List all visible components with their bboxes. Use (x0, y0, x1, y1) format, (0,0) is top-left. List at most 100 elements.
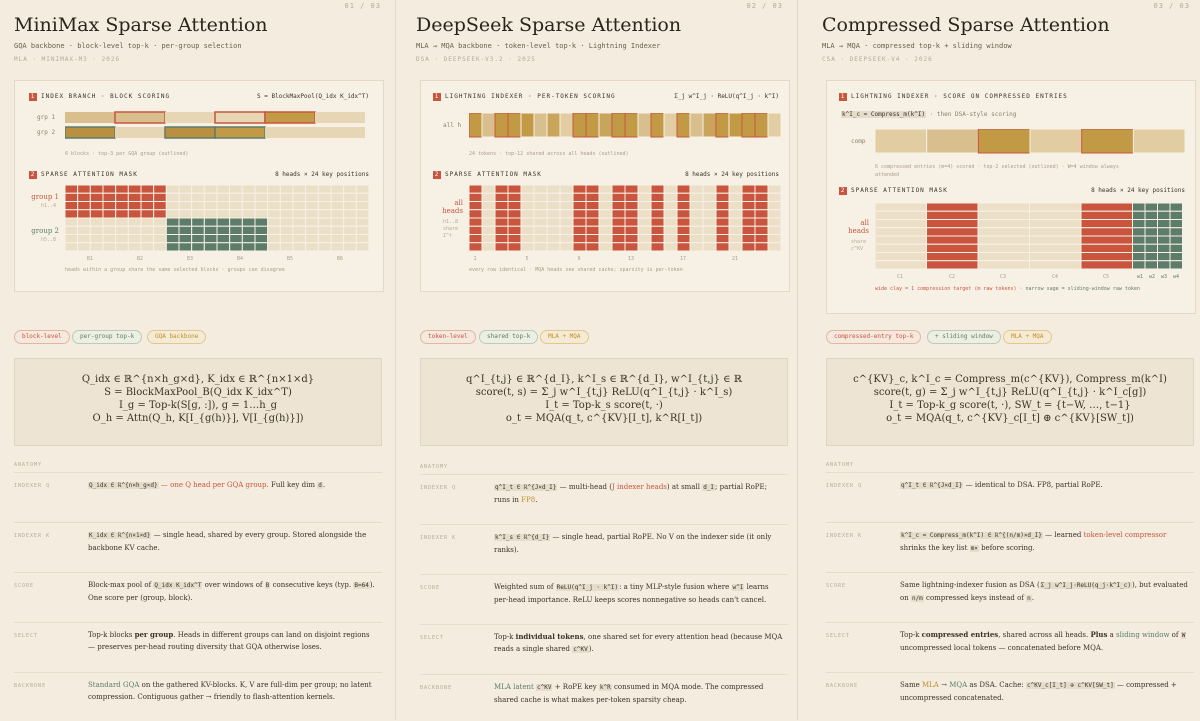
mask-cell (229, 234, 243, 244)
mask-cell (611, 113, 626, 138)
tag-compressed-topk: compressed-entry top-k (826, 330, 922, 344)
mask-cell (650, 113, 665, 138)
mask-cell (165, 185, 180, 194)
tick: 9 (577, 256, 580, 262)
mask-cell (767, 192, 781, 202)
mask-cell (494, 113, 509, 138)
mask-cell (153, 225, 167, 235)
mask-cell (305, 234, 319, 244)
mask-cell (178, 185, 193, 194)
mask-cell (663, 209, 678, 219)
formula-line: c^{KV}_c, k^I_c = Compress_m(c^{KV}), Co… (853, 374, 1167, 385)
mask-cell (229, 242, 243, 251)
mask-cell (520, 225, 535, 235)
mask-cell (1132, 227, 1146, 237)
mask-cell (1132, 260, 1146, 269)
mask-cell (279, 225, 294, 235)
mask-cell (254, 209, 269, 219)
mask-cell (1132, 210, 1146, 220)
tag-token-level: token-level (420, 330, 476, 344)
mask-cell (676, 185, 691, 194)
mask-cell (728, 234, 743, 244)
mask-cell (689, 217, 704, 227)
mask-cell (140, 225, 155, 235)
mask-cell (1169, 203, 1183, 212)
mask-cell (355, 242, 369, 251)
mask-cell (585, 234, 600, 244)
mask-cell (178, 225, 193, 235)
mask-cell (977, 260, 1030, 269)
panel-title: Compressed Sparse Attention (822, 14, 1110, 36)
mask-cell (469, 217, 483, 227)
mask-cell (343, 201, 357, 211)
block-score-strips (65, 111, 365, 139)
mask-cell (624, 185, 639, 194)
mask-cell (494, 192, 509, 202)
mask-cell (728, 217, 743, 227)
mask-cell (178, 217, 193, 227)
mask-cell (191, 185, 205, 194)
mask-cell (203, 192, 218, 202)
mask-cell (1132, 252, 1146, 262)
token-ticks: 1 5 9 13 17 21 (473, 256, 738, 262)
mask-cell (178, 192, 193, 202)
panel-title: DeepSeek Sparse Attention (416, 14, 682, 36)
mask-cell (494, 201, 509, 211)
mask-cell (585, 113, 600, 138)
mask-cell (305, 201, 319, 211)
mask-cell (1029, 227, 1082, 237)
tick: 17 (680, 256, 686, 262)
mask-cell (254, 217, 269, 227)
mask-cell (926, 203, 979, 212)
mask-cell (203, 234, 218, 244)
mask-cell (89, 225, 104, 235)
mask-cell (89, 209, 104, 219)
mask-cell (728, 192, 743, 202)
tick: w1 (1137, 274, 1143, 280)
mask-cell (572, 185, 587, 194)
mask-cell (1080, 203, 1133, 212)
mask-cell (317, 225, 332, 235)
mask-cell (754, 217, 769, 227)
mask-cell (355, 185, 369, 194)
mask-cell (767, 225, 781, 235)
mask-cell (355, 201, 369, 211)
tag-block-level: block-level (14, 330, 70, 344)
mask-cell (267, 217, 281, 227)
mask-cell (77, 217, 91, 227)
mask-cell (65, 185, 79, 194)
mask-cell (676, 209, 691, 219)
mask-cell (533, 217, 548, 227)
mask-cell (637, 217, 652, 227)
mask-cell (241, 217, 256, 227)
page-number: 01 / 03 (344, 2, 381, 10)
mask-cell (875, 203, 927, 212)
mask-cell (77, 192, 91, 202)
mask-grid-compressed (875, 203, 1183, 269)
mask-cell (216, 209, 231, 219)
mask-cell (754, 242, 769, 251)
mask-cell (533, 185, 548, 194)
mask-cell (254, 192, 269, 202)
mask-cell (469, 201, 483, 211)
mask-cell (115, 185, 129, 194)
mask-cell (585, 185, 600, 194)
mask-cell (292, 209, 307, 219)
tick: C4 (1052, 274, 1058, 280)
indexer-caption: 24 tokens · top-12 shared across all hea… (469, 151, 629, 157)
mask-dims: 8 heads × 24 key positions (1091, 187, 1185, 194)
mask-cell (572, 209, 587, 219)
mask-cell (1029, 203, 1082, 212)
row-label-all: all h (443, 122, 462, 129)
mask-cell (216, 234, 231, 244)
row-label-grp2: grp 2 (37, 129, 56, 136)
tick: B5 (287, 256, 293, 262)
formula-box-compressed: c^{KV}_c, k^I_c = Compress_m(c^{KV}), Co… (826, 358, 1194, 446)
mask-cell (330, 201, 345, 211)
mask-cell (926, 227, 979, 237)
mask-cell (1144, 260, 1158, 269)
tag-mla-mqa: MLA + MQA (540, 330, 589, 344)
formula-box-deepseek: q^I_{t,j} ∈ ℝ^{d_I}, k^I_s ∈ ℝ^{d_I}, w^… (420, 358, 788, 446)
mask-cell (507, 201, 522, 211)
mask-cell (741, 225, 756, 235)
